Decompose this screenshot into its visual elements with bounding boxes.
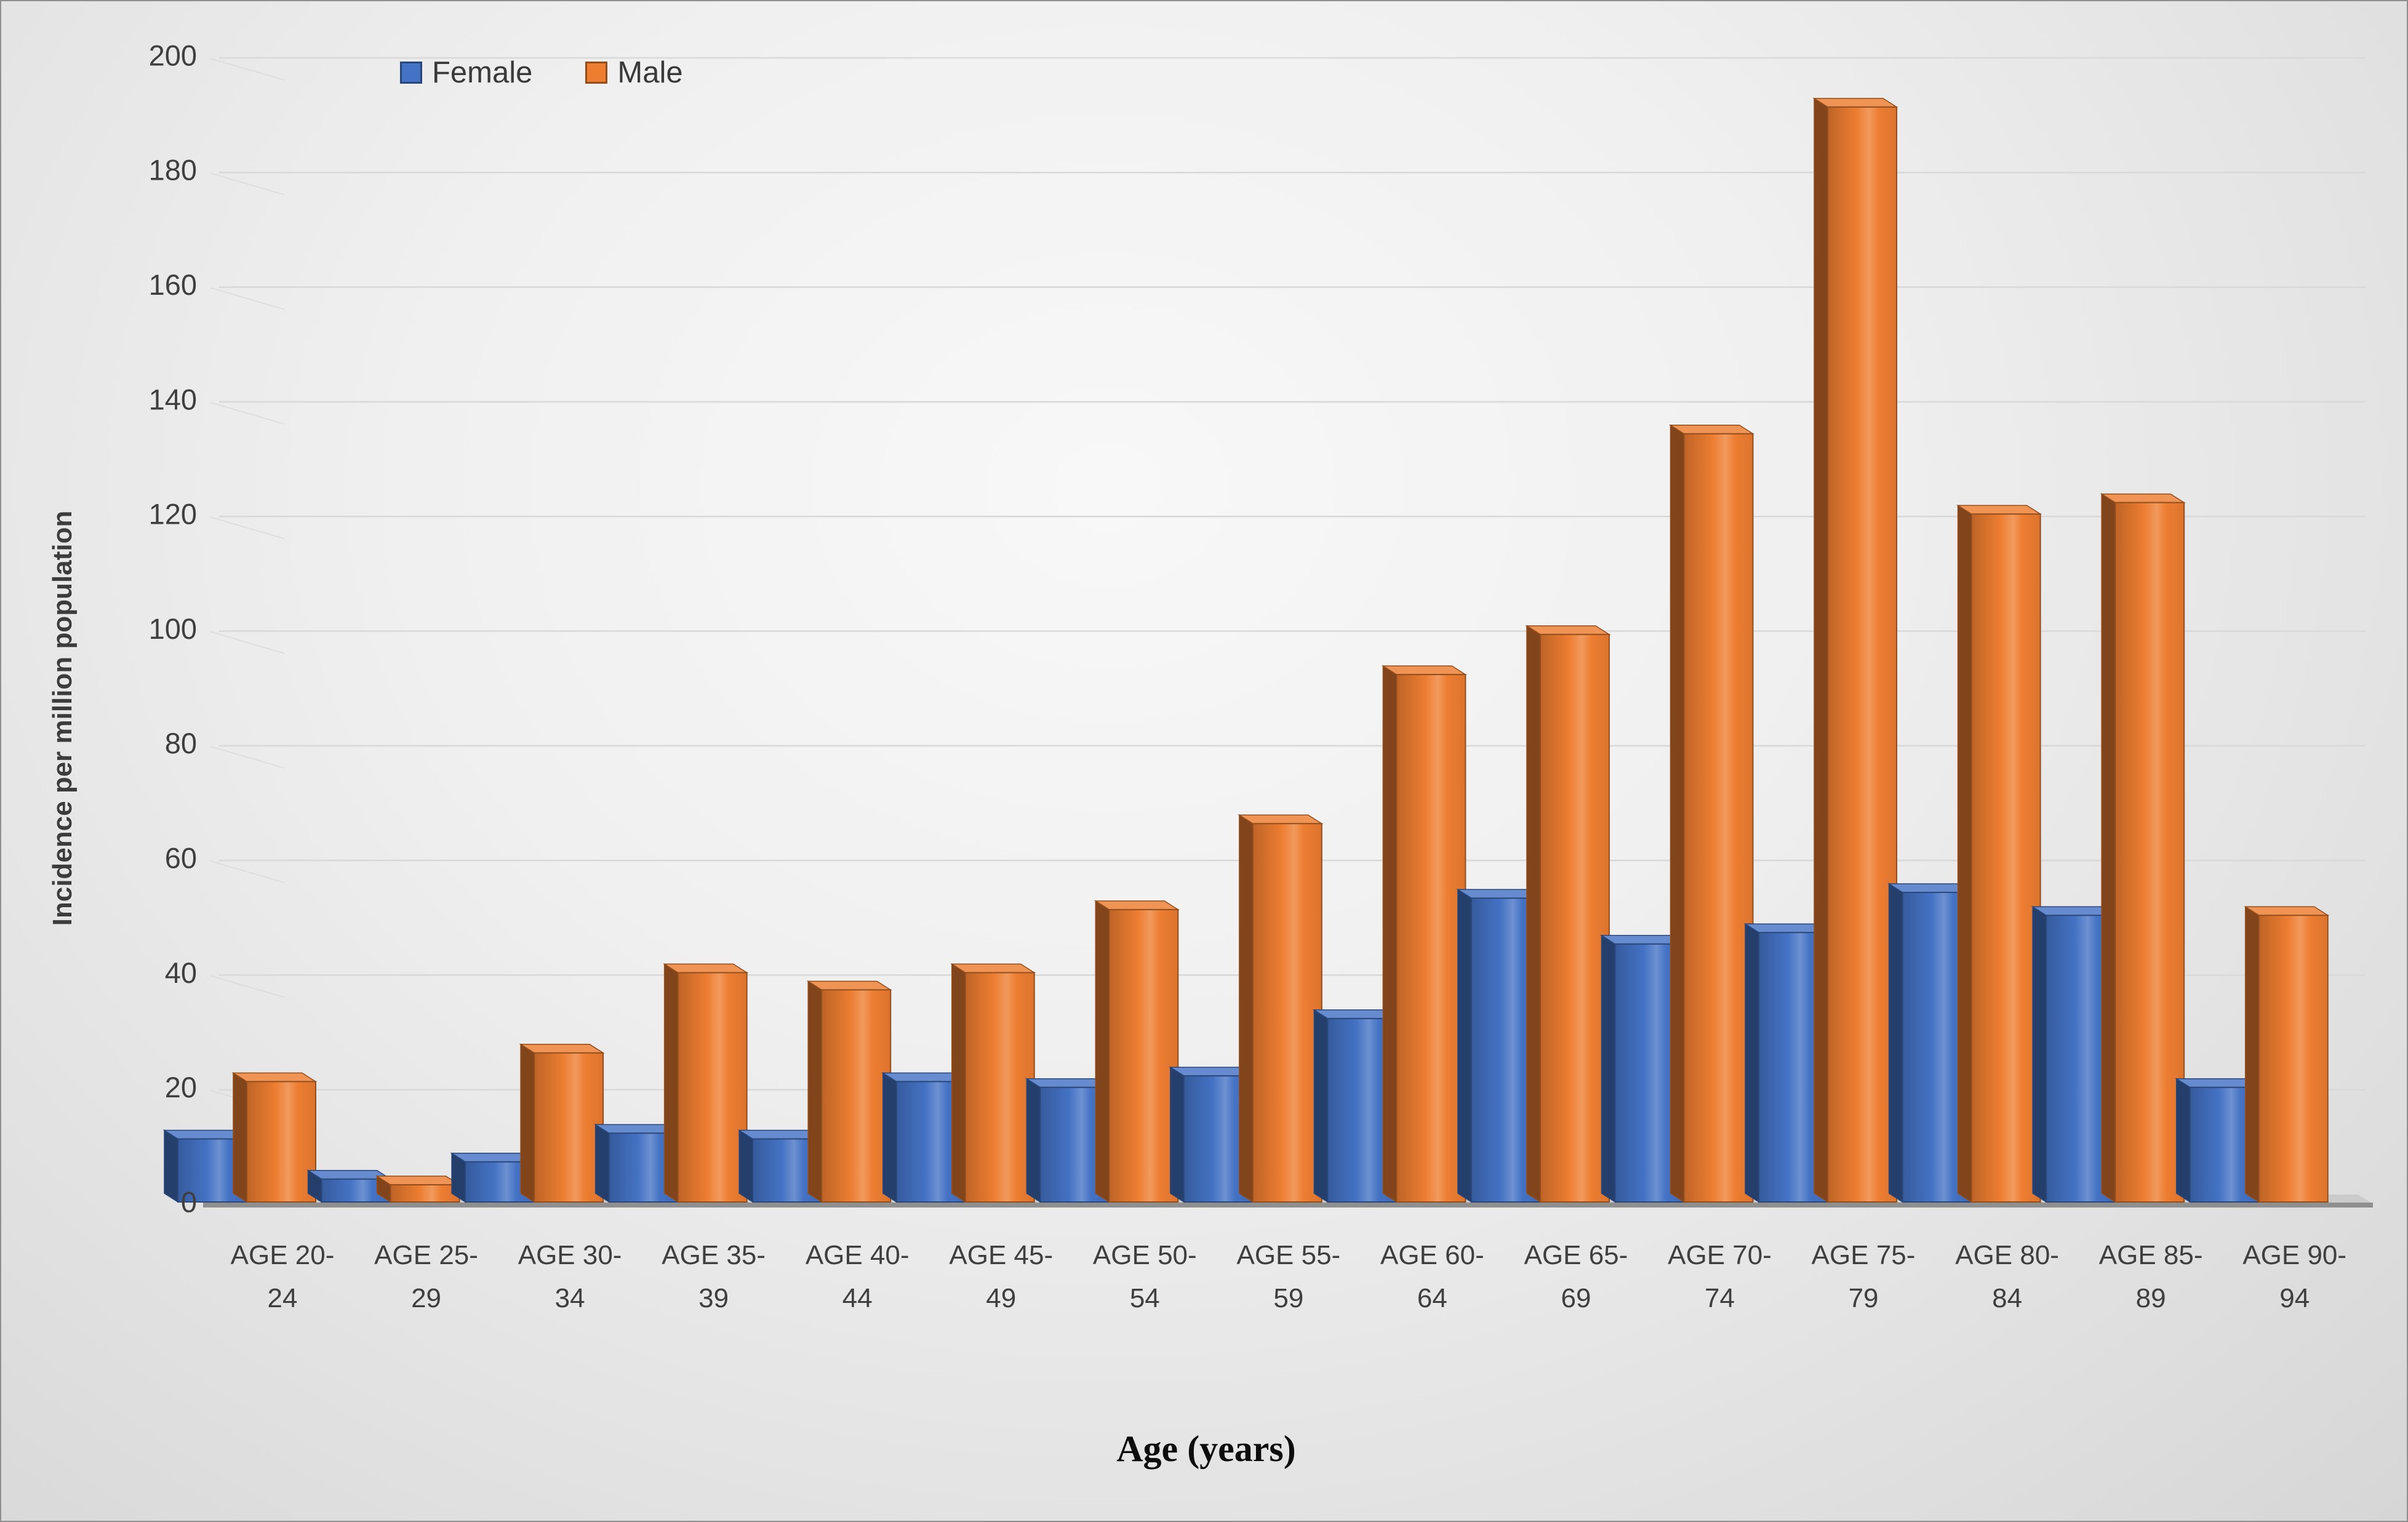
x-category-label-age-20-24: AGE 20-24 bbox=[231, 1240, 335, 1313]
gridline-stub-100 bbox=[210, 631, 285, 654]
x-category-label-age-65-69: AGE 65-69 bbox=[1524, 1240, 1628, 1313]
x-axis-title: Age (years) bbox=[1116, 1428, 1296, 1469]
legend-swatch-male-icon bbox=[585, 62, 608, 84]
bar-male-age-40-44 bbox=[806, 980, 892, 1203]
legend-label-male: Male bbox=[617, 56, 683, 89]
gridline-stub-200 bbox=[210, 58, 285, 81]
legend-swatch-female-icon bbox=[400, 62, 422, 84]
bar-male-age-50-54 bbox=[1094, 900, 1180, 1203]
bar-male-age-55-59 bbox=[1238, 814, 1324, 1203]
gridline-stub-40 bbox=[210, 975, 285, 998]
x-category-label-age-85-89: AGE 85-89 bbox=[2099, 1240, 2203, 1313]
y-tick-label-100: 100 bbox=[149, 612, 197, 645]
bar-male-age-30-34 bbox=[519, 1043, 605, 1203]
x-category-label-age-70-74: AGE 70-74 bbox=[1668, 1240, 1772, 1313]
x-category-label-age-90-94: AGE 90-94 bbox=[2242, 1240, 2346, 1313]
y-axis-tick-labels: 0 20 40 60 80 100 120 140 160 180 200 bbox=[149, 39, 197, 1218]
y-axis-title: Incidence per million population bbox=[47, 510, 78, 926]
x-category-label-age-60-64: AGE 60-64 bbox=[1380, 1240, 1484, 1313]
y-tick-label-180: 180 bbox=[149, 154, 197, 186]
x-category-label-age-50-54: AGE 50-54 bbox=[1093, 1240, 1197, 1313]
y-tick-label-200: 200 bbox=[149, 39, 197, 71]
bar-male-age-60-64 bbox=[1381, 665, 1467, 1203]
bar-male-age-25-29 bbox=[375, 1175, 462, 1203]
x-category-label-age-30-34: AGE 30-34 bbox=[518, 1240, 622, 1313]
x-category-label-age-35-39: AGE 35-39 bbox=[662, 1240, 766, 1313]
gridline-stub-140 bbox=[210, 401, 285, 425]
bar-male-age-85-89 bbox=[2100, 493, 2186, 1203]
x-category-label-age-80-84: AGE 80-84 bbox=[1955, 1240, 2059, 1313]
x-category-label-age-25-29: AGE 25-29 bbox=[374, 1240, 478, 1313]
bar-male-age-35-39 bbox=[663, 963, 749, 1203]
bar-male-age-75-79 bbox=[1812, 97, 1898, 1203]
x-category-label-age-45-49: AGE 45-49 bbox=[949, 1240, 1053, 1313]
gridline-stub-80 bbox=[210, 745, 285, 769]
bar-male-age-65-69 bbox=[1525, 625, 1611, 1203]
x-axis-category-labels: AGE 20-24 AGE 25-29 AGE 30-34 AGE 35-39 AGE … bbox=[231, 1240, 2346, 1313]
legend: Female Male bbox=[400, 55, 683, 90]
y-tick-label-0: 0 bbox=[181, 1185, 197, 1218]
y-tick-label-60: 60 bbox=[165, 842, 197, 875]
legend-item-male: Male bbox=[585, 55, 683, 90]
y-tick-label-20: 20 bbox=[165, 1071, 197, 1103]
y-tick-label-160: 160 bbox=[149, 268, 197, 301]
y-tick-label-140: 140 bbox=[149, 383, 197, 415]
bar-male-age-90-94 bbox=[2244, 905, 2330, 1203]
gridline-stub-180 bbox=[210, 172, 285, 196]
gridline-stub-120 bbox=[210, 516, 285, 540]
bar-male-age-70-74 bbox=[1668, 424, 1755, 1203]
x-category-label-age-75-79: AGE 75-79 bbox=[1812, 1240, 1916, 1313]
y-tick-label-40: 40 bbox=[165, 956, 197, 989]
bar-male-age-45-49 bbox=[950, 963, 1036, 1203]
x-category-label-age-40-44: AGE 40-44 bbox=[806, 1240, 910, 1313]
x-category-label-age-55-59: AGE 55-59 bbox=[1236, 1240, 1340, 1313]
legend-label-female: Female bbox=[432, 56, 533, 89]
y-tick-label-120: 120 bbox=[149, 498, 197, 531]
y-tick-label-80: 80 bbox=[165, 727, 197, 759]
bar-male-age-20-24 bbox=[231, 1072, 318, 1203]
gridline-stub-160 bbox=[210, 287, 285, 310]
bar-male-age-80-84 bbox=[1956, 504, 2042, 1203]
legend-item-female: Female bbox=[400, 55, 532, 90]
bars bbox=[162, 97, 2330, 1203]
gridline-stub-60 bbox=[210, 860, 285, 884]
